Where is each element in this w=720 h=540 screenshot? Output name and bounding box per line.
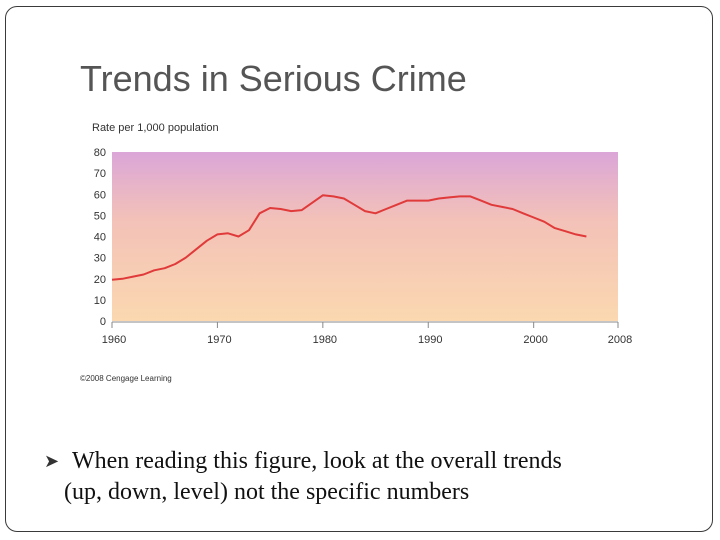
slide-title: Trends in Serious Crime: [80, 58, 467, 99]
x-tick-label: 2008: [608, 334, 632, 346]
bullet-text-line1: When reading this figure, look at the ov…: [72, 448, 562, 474]
bullet-arrow-icon: ➤: [44, 451, 60, 471]
y-tick-label: 10: [94, 295, 106, 307]
x-tick-label: 1970: [207, 334, 231, 346]
bullet-text-line2: (up, down, level) not the specific numbe…: [64, 479, 470, 505]
y-tick-label: 20: [94, 274, 106, 286]
chart-credit: ©2008 Cengage Learning: [80, 374, 172, 383]
y-tick-label: 0: [100, 316, 106, 328]
y-axis-label: Rate per 1,000 population: [92, 122, 219, 134]
y-tick-label: 30: [94, 253, 106, 265]
x-tick-label: 1960: [102, 334, 126, 346]
x-tick-label: 1990: [418, 334, 442, 346]
crime-rate-line: [111, 194, 587, 281]
x-tick-label: 2000: [523, 334, 547, 346]
bullet-point: ➤ When reading this figure, look at the o…: [44, 446, 684, 508]
plot-area: [112, 152, 618, 321]
y-tick-label: 40: [94, 232, 106, 244]
y-tick-label: 60: [94, 189, 106, 201]
y-tick-label: 50: [94, 210, 106, 222]
y-tick-label: 80: [94, 147, 106, 159]
y-tick-label: 70: [94, 168, 106, 180]
x-tick-label: 1980: [313, 334, 337, 346]
